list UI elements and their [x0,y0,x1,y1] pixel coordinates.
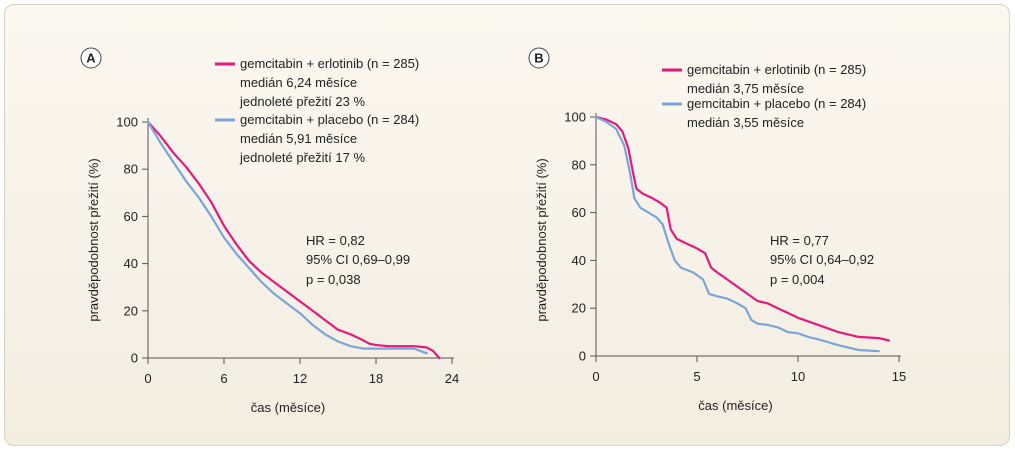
legend-entry: gemcitabin + placebo (n = 284) [687,96,866,111]
stats-annotation: 95% CI 0,69–0,99 [306,252,410,267]
figure-frame [4,4,1010,446]
legend-entry: gemcitabin + erlotinib (n = 285) [687,62,866,77]
y-tick-label: 0 [579,349,586,364]
x-tick-label: 0 [592,369,599,384]
y-tick-label: 20 [124,303,138,318]
y-axis-label: pravděpodobnost přežití (%) [86,158,101,321]
x-tick-label: 0 [144,371,151,386]
x-axis-label: čas (měsíce) [251,400,325,415]
y-tick-label: 80 [572,157,586,172]
survival-curve-placebo [146,120,428,355]
stats-annotation: p = 0,038 [306,272,361,287]
stats-annotation: p = 0,004 [770,272,825,287]
stats-annotation: HR = 0,77 [770,233,829,248]
y-tick-label: 60 [124,209,138,224]
survival-curve-placebo [594,115,880,353]
stats-annotation: 95% CI 0,64–0,92 [770,252,874,267]
x-tick-label: 15 [892,369,906,384]
legend-entry: medián 3,55 měsíce [687,115,804,130]
legend-entry: jednoleté přežití 23 % [239,94,365,109]
x-tick-label: 24 [445,371,459,386]
panel-label: A [86,51,96,66]
x-tick-label: 10 [791,369,805,384]
x-tick-label: 12 [293,371,307,386]
legend-entry: medián 6,24 měsíce [240,75,357,90]
x-tick-label: 6 [220,371,227,386]
stats-annotation: HR = 0,82 [306,233,365,248]
legend-entry: gemcitabin + erlotinib (n = 285) [240,56,419,71]
legend-entry: medián 5,91 měsíce [240,131,357,146]
panel-badge-circle [80,47,102,69]
y-tick-label: 100 [116,115,138,130]
legend-entry: jednoleté přežití 17 % [239,150,365,165]
legend-entry: gemcitabin + placebo (n = 284) [240,112,419,127]
survival-curve-erlotinib [146,120,441,360]
y-tick-label: 20 [572,301,586,316]
y-tick-label: 60 [572,205,586,220]
y-tick-label: 40 [572,253,586,268]
x-tick-label: 18 [369,371,383,386]
x-tick-label: 5 [693,369,700,384]
survival-curve-erlotinib [594,115,890,342]
legend-entry: medián 3,75 měsíce [687,81,804,96]
panel-label: B [534,51,543,66]
panel-badge-circle [528,47,550,69]
y-axis-label: pravděpodobnost přežití (%) [534,158,549,321]
y-tick-label: 0 [131,351,138,366]
y-tick-label: 80 [124,162,138,177]
y-tick-label: 40 [124,256,138,271]
x-axis-label: čas (měsíce) [698,398,772,413]
y-tick-label: 100 [564,110,586,125]
